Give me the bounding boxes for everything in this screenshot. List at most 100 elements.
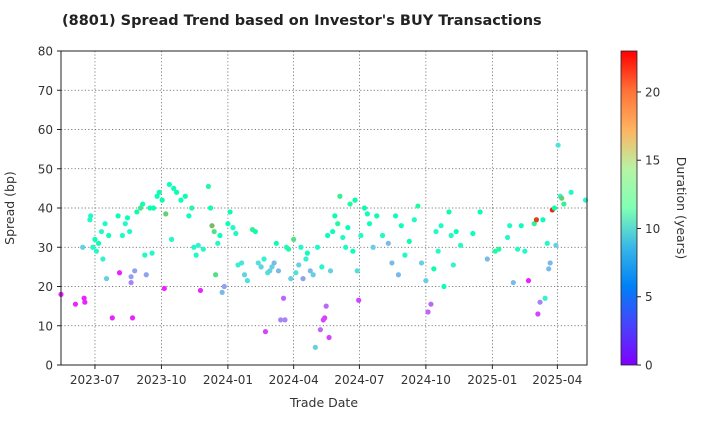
data-point [307,268,313,274]
x-tick-label: 2023-07 [70,373,120,387]
data-point [385,240,391,246]
data-point [484,256,490,262]
data-point [280,295,287,301]
data-point [319,264,325,270]
data-point [156,189,162,195]
grid-lines [61,51,587,365]
x-axis-label: Trade Date [289,395,358,410]
data-point [230,225,236,231]
data-point [470,230,476,237]
data-point [262,329,269,335]
data-point [182,193,188,199]
data-point [137,205,144,211]
data-point [425,309,431,315]
data-point [356,297,362,303]
data-point [95,240,102,246]
data-point [227,209,233,215]
data-point [435,248,441,254]
y-axis-label: Spread (bp) [2,171,17,245]
data-point [314,244,321,250]
data-point [300,276,306,282]
data-point [389,260,395,266]
data-point [446,209,452,215]
data-point [200,246,206,252]
data-point [193,252,199,258]
data-point [102,221,108,227]
data-point [332,213,338,219]
data-point [258,264,264,270]
data-point [347,201,353,207]
data-point [271,260,277,266]
data-point [322,315,328,321]
data-point [553,242,559,248]
data-point [93,248,100,254]
data-point [261,256,267,262]
y-tick-label: 80 [38,45,53,59]
data-point [189,205,195,211]
data-point [244,278,251,284]
data-point [267,268,273,274]
data-point [285,246,292,252]
data-point [142,252,148,258]
data-point [325,232,331,239]
y-tick-label: 40 [38,202,53,216]
data-point [241,272,248,278]
x-tick-label: 2024-10 [401,373,451,387]
data-point [366,221,373,227]
data-point [337,193,343,199]
data-point [269,264,275,270]
data-point [82,299,88,305]
data-point [116,270,123,276]
data-point [213,272,219,278]
data-point [255,260,261,266]
x-tick-label: 2024-07 [334,373,384,387]
data-point [128,279,134,286]
data-point [273,240,279,246]
data-point [546,266,552,272]
chart-title: (8801) Spread Trend based on Investor's … [62,13,542,29]
colorbar-tick-label: 5 [645,290,653,304]
y-tick-label: 70 [38,84,53,98]
data-point [438,223,444,229]
data-point [159,197,165,203]
data-point [106,232,112,239]
data-point [431,266,437,272]
data-point [352,197,358,203]
y-axis-ticks: 0 10 20 30 40 50 60 70 80 [38,45,61,373]
data-point [395,272,402,278]
data-point [312,344,318,350]
data-point [531,221,537,227]
data-point [92,236,98,242]
data-point [398,223,404,229]
data-point [317,327,323,333]
data-point [127,228,133,235]
data-point [477,209,483,215]
data-point [433,228,439,235]
data-point [225,221,231,227]
data-point [374,213,380,219]
y-tick-label: 60 [38,123,53,137]
data-points [58,142,589,350]
data-point [100,256,106,262]
data-point [291,236,297,242]
data-point [555,142,561,148]
data-point [450,262,456,268]
data-point [134,209,140,215]
data-point [542,295,548,301]
x-tick-label: 2025-01 [467,373,517,387]
data-point [535,311,541,317]
data-point [174,189,180,195]
data-point [441,283,447,290]
x-tick-label: 2024-04 [269,373,319,387]
data-point [124,215,131,221]
data-point [418,260,425,266]
data-point [303,256,309,262]
data-point [98,228,105,235]
x-tick-label: 2025-04 [532,373,582,387]
data-point [233,230,239,237]
data-point [335,221,341,227]
data-point [219,289,225,295]
data-point [81,295,87,301]
data-point [304,250,310,256]
data-point [428,301,434,307]
